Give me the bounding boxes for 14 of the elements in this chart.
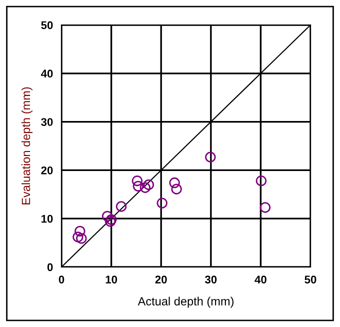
y-tick-label: 30 [41, 118, 53, 126]
x-tick-label: 50 [304, 276, 316, 284]
y-tick-label: 0 [47, 263, 53, 272]
x-tick-label: 30 [204, 276, 217, 284]
y-tick-label: 50 [41, 21, 53, 30]
x-tick-label: 10 [106, 276, 118, 284]
x-tick-label: 20 [155, 276, 167, 284]
x-tick-label: 40 [254, 276, 266, 284]
y-tick-label: 10 [42, 214, 53, 223]
y-tick-label: 40 [40, 70, 53, 78]
y-axis-title: Evaluation depth (mm) [21, 87, 32, 204]
x-axis-title: Actual depth (mm) [138, 296, 234, 308]
x-tick-label: 0 [58, 276, 64, 284]
y-tick-label: 20 [41, 166, 53, 174]
